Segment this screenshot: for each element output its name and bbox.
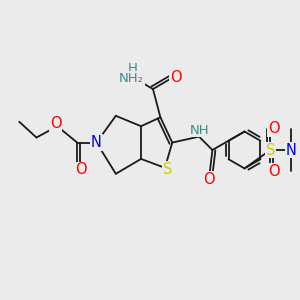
Text: O: O [203,172,215,187]
Text: N: N [91,135,102,150]
Text: S: S [266,142,275,158]
Text: O: O [170,70,182,85]
Text: NH: NH [190,124,209,136]
Text: O: O [268,164,280,179]
Text: O: O [76,162,87,177]
Text: N: N [286,142,297,158]
Text: O: O [268,121,280,136]
Text: NH₂: NH₂ [119,72,144,85]
Text: O: O [50,116,61,131]
Text: S: S [163,162,172,177]
Text: H: H [128,62,138,75]
